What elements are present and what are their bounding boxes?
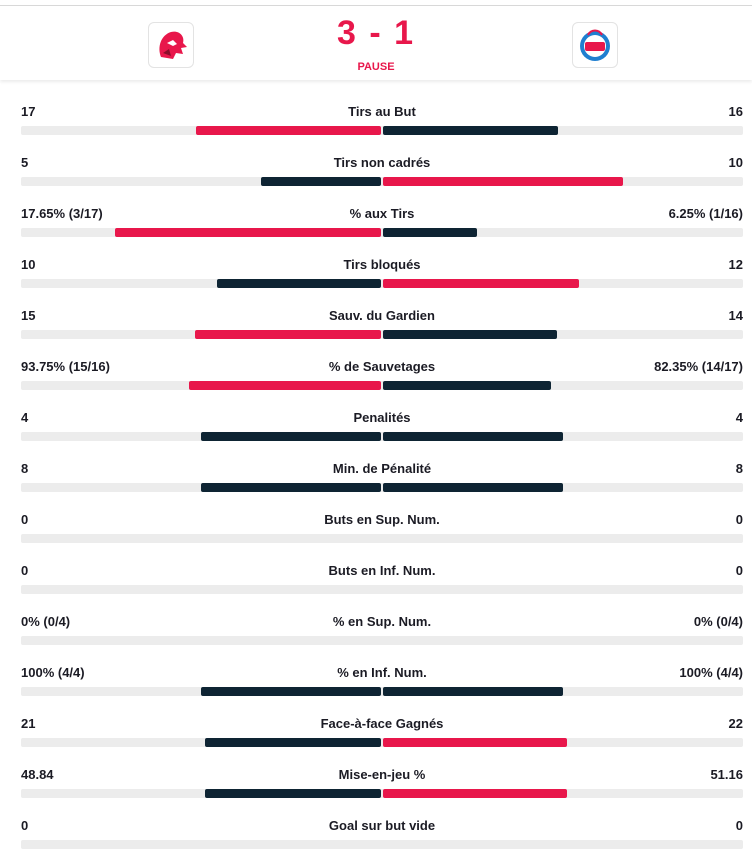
away-value: 6.25% (1/16) bbox=[668, 206, 743, 221]
bar-track bbox=[21, 789, 743, 798]
bar-track bbox=[21, 381, 743, 390]
home-bar bbox=[217, 279, 381, 288]
stat-label: Mise-en-jeu % bbox=[338, 767, 426, 782]
stat-label: Face-à-face Gagnés bbox=[320, 716, 444, 731]
away-value: 51.16 bbox=[710, 767, 743, 782]
home-value: 15 bbox=[21, 308, 36, 323]
away-value: 0% (0/4) bbox=[693, 614, 743, 629]
bar-track bbox=[21, 483, 743, 492]
home-value: 0 bbox=[21, 512, 29, 527]
home-value: 48.84 bbox=[21, 767, 54, 782]
bar-track bbox=[21, 228, 743, 237]
home-bar bbox=[261, 177, 381, 186]
stat-label: Goal sur but vide bbox=[328, 818, 436, 833]
away-value: 0 bbox=[735, 512, 743, 527]
away-value: 22 bbox=[728, 716, 743, 731]
bar-track bbox=[21, 177, 743, 186]
away-value: 16 bbox=[728, 104, 743, 119]
stat-label: Min. de Pénalité bbox=[332, 461, 432, 476]
home-value: 21 bbox=[21, 716, 36, 731]
home-bar bbox=[194, 330, 381, 339]
match-header: 3 - 1 PAUSE bbox=[0, 6, 752, 80]
home-value: 17 bbox=[21, 104, 36, 119]
stat-label: % en Sup. Num. bbox=[332, 614, 432, 629]
stat-label: Tirs au But bbox=[348, 104, 416, 119]
home-value: 4 bbox=[21, 410, 29, 425]
stat-label: Buts en Sup. Num. bbox=[324, 512, 440, 527]
home-value: 5 bbox=[21, 155, 29, 170]
bar-track bbox=[21, 840, 743, 849]
away-logo[interactable] bbox=[572, 22, 618, 68]
bar-track bbox=[21, 738, 743, 747]
home-bar bbox=[201, 432, 381, 441]
home-value: 17.65% (3/17) bbox=[21, 206, 103, 221]
home-bar bbox=[201, 483, 381, 492]
home-value: 0 bbox=[21, 563, 29, 578]
away-bar bbox=[383, 738, 568, 747]
away-bar bbox=[383, 789, 568, 798]
home-logo[interactable] bbox=[148, 22, 194, 68]
home-logo-icon bbox=[159, 31, 187, 59]
away-logo-icon bbox=[580, 29, 610, 61]
away-bar bbox=[383, 279, 580, 288]
home-bar bbox=[205, 738, 381, 747]
away-value: 100% (4/4) bbox=[679, 665, 743, 680]
away-bar bbox=[383, 228, 478, 237]
bar-track bbox=[21, 585, 743, 594]
stat-label: Tirs bloqués bbox=[343, 257, 421, 272]
bar-track bbox=[21, 279, 743, 288]
home-bar bbox=[189, 381, 381, 390]
stat-label: Tirs non cadrés bbox=[333, 155, 431, 170]
away-value: 82.35% (14/17) bbox=[654, 359, 743, 374]
home-value: 93.75% (15/16) bbox=[21, 359, 110, 374]
stat-label: % en Inf. Num. bbox=[337, 665, 427, 680]
stat-label: Buts en Inf. Num. bbox=[328, 563, 436, 578]
bar-track bbox=[21, 687, 743, 696]
stat-label: % de Sauvetages bbox=[328, 359, 436, 374]
bar-track bbox=[21, 534, 743, 543]
home-value: 0 bbox=[21, 818, 29, 833]
bar-track bbox=[21, 432, 743, 441]
home-value: 100% (4/4) bbox=[21, 665, 85, 680]
away-value: 14 bbox=[728, 308, 743, 323]
home-bar bbox=[115, 228, 381, 237]
away-value: 10 bbox=[728, 155, 743, 170]
stat-label: Penalités bbox=[353, 410, 411, 425]
away-bar bbox=[383, 381, 552, 390]
home-value: 10 bbox=[21, 257, 36, 272]
home-value: 0% (0/4) bbox=[21, 614, 71, 629]
home-bar bbox=[205, 789, 381, 798]
away-bar bbox=[383, 126, 558, 135]
away-value: 8 bbox=[735, 461, 743, 476]
away-bar bbox=[383, 483, 563, 492]
bar-track bbox=[21, 330, 743, 339]
bar-track bbox=[21, 126, 743, 135]
stat-label: % aux Tirs bbox=[349, 206, 415, 221]
away-bar bbox=[383, 687, 563, 696]
away-value: 0 bbox=[735, 563, 743, 578]
away-bar bbox=[383, 330, 557, 339]
away-value: 12 bbox=[728, 257, 743, 272]
home-bar bbox=[201, 687, 381, 696]
away-value: 0 bbox=[735, 818, 743, 833]
away-bar bbox=[383, 432, 563, 441]
divider bbox=[0, 5, 752, 6]
score: 3 - 1 bbox=[336, 14, 416, 52]
bar-track bbox=[21, 636, 743, 645]
match-status: PAUSE bbox=[357, 61, 395, 73]
away-value: 4 bbox=[735, 410, 743, 425]
away-bar bbox=[383, 177, 623, 186]
home-value: 8 bbox=[21, 461, 29, 476]
home-bar bbox=[195, 126, 381, 135]
stat-label: Sauv. du Gardien bbox=[329, 308, 435, 323]
